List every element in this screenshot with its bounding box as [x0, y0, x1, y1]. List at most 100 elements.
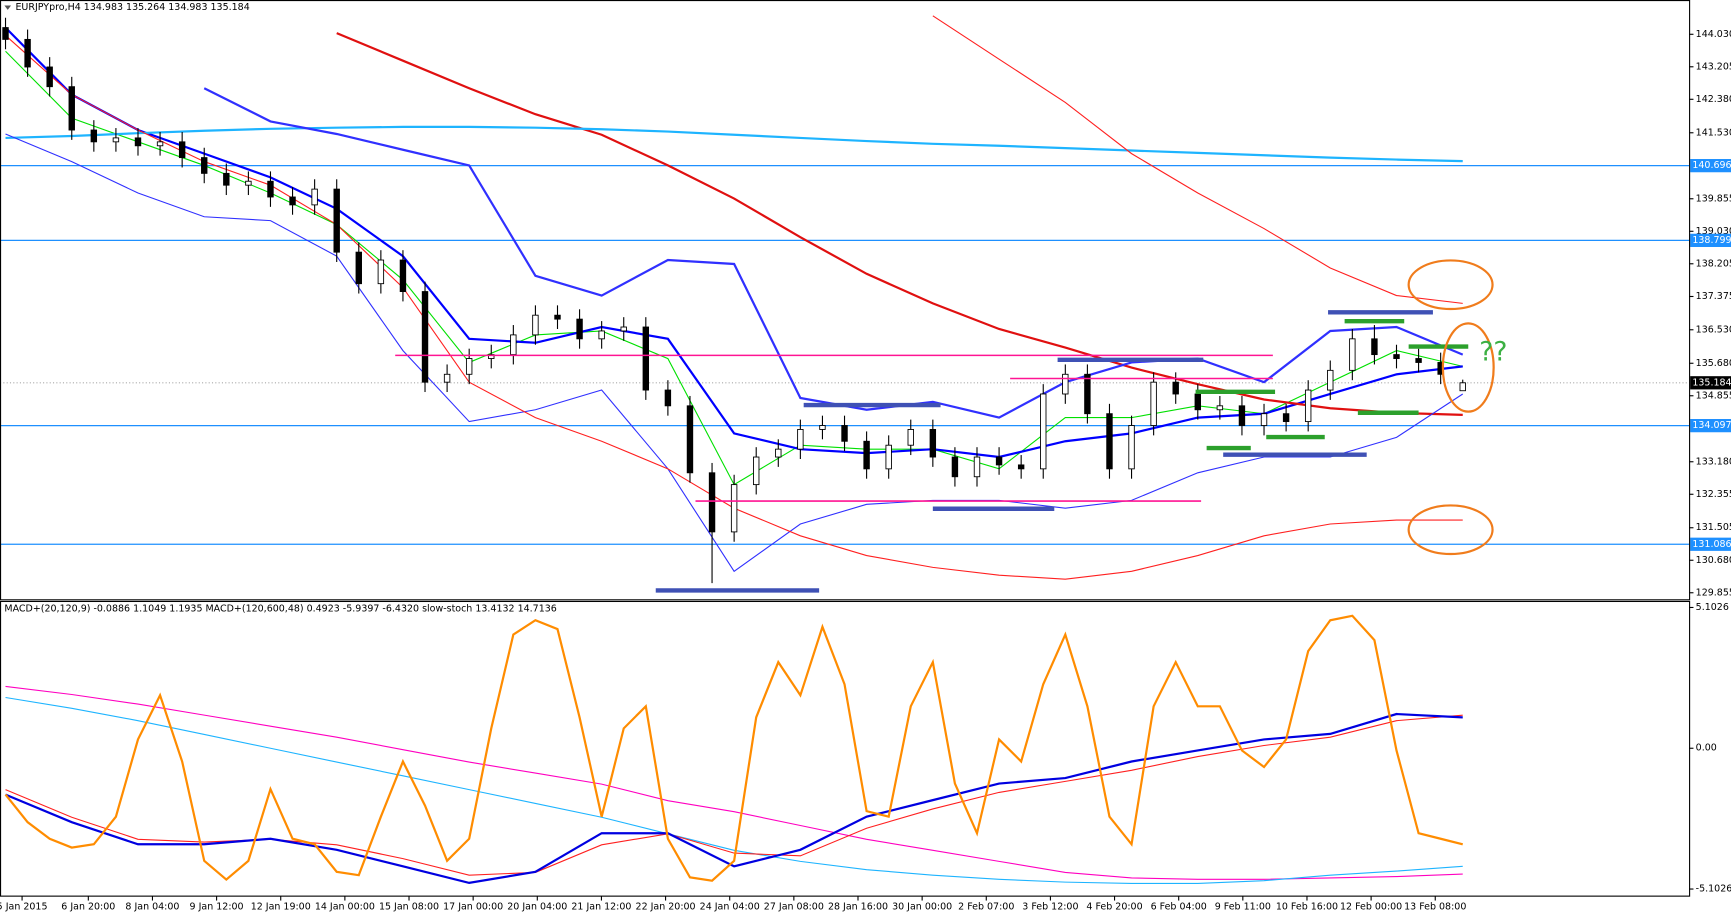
candle-body	[995, 456, 1003, 466]
candle-body	[1304, 389, 1312, 423]
y-tick-label: 132.355	[1696, 489, 1731, 500]
candle-body	[46, 66, 53, 88]
frames	[0, 0, 1691, 897]
candle-body	[885, 444, 892, 470]
candle-body	[68, 86, 75, 131]
candle-body	[1282, 413, 1290, 423]
candle-body	[620, 326, 627, 332]
candle-body	[797, 429, 804, 450]
indicator-line	[4, 614, 1464, 882]
x-tick-label: 14 Jan 00:00	[315, 902, 375, 913]
y-tick-label: 135.680	[1696, 358, 1731, 369]
indicator-line	[5, 712, 1463, 885]
candle-body	[223, 172, 230, 186]
candle-body	[1260, 413, 1268, 426]
candle-body	[510, 334, 517, 356]
candle-body	[1238, 405, 1246, 426]
level-label: 134.097	[1692, 420, 1731, 431]
indicator-panel	[4, 614, 1464, 885]
candle-body	[421, 291, 429, 383]
x-tick-label: 24 Jan 04:00	[700, 902, 760, 913]
indicator-header: MACD+(20,120,9) -0.0886 1.1049 1.1935 MA…	[4, 604, 556, 615]
y-tick-label: 129.855	[1696, 587, 1731, 598]
x-tick-label: 9 Feb 11:00	[1215, 902, 1271, 913]
candle-body	[1459, 382, 1466, 392]
candle-body	[1062, 373, 1069, 395]
price-header: EURJPYpro,H4 134.983 135.264 134.983 135…	[15, 2, 249, 13]
indicator-line	[5, 125, 1463, 163]
candle-body	[576, 318, 583, 340]
candle-body	[1017, 464, 1025, 470]
candle-body	[156, 141, 164, 147]
candle-body	[1415, 358, 1422, 363]
collapse-icon[interactable]	[4, 5, 12, 10]
y-tick-label: 5.1026	[1696, 602, 1729, 613]
level-tag	[1690, 233, 1731, 247]
blue-marks	[655, 310, 1433, 593]
candle-body	[1040, 393, 1047, 470]
level-tag	[1690, 159, 1731, 173]
x-tick-label: 12 Feb 00:00	[1340, 902, 1402, 913]
candle-body	[730, 484, 738, 533]
candle-body	[399, 259, 407, 292]
x-tick-label: 5 Jan 2015	[0, 902, 47, 913]
candle-body	[973, 456, 981, 478]
indicator-line	[932, 15, 1463, 304]
indicator-line	[5, 133, 1464, 573]
y-tick-label: -5.1026	[1696, 884, 1731, 895]
candle-body	[554, 314, 561, 320]
candle-body	[355, 251, 362, 285]
candle-body	[841, 425, 848, 442]
x-tick-label: 6 Feb 04:00	[1151, 902, 1207, 913]
x-tick-label: 2 Feb 07:00	[958, 902, 1014, 913]
x-tick-label: 6 Jan 20:00	[61, 902, 115, 913]
x-tick-label: 30 Jan 00:00	[892, 902, 952, 913]
x-tick-label: 27 Jan 08:00	[764, 902, 824, 913]
candle-body	[465, 358, 473, 375]
level-label: 131.086	[1692, 539, 1731, 550]
candle-body	[245, 180, 252, 186]
x-tick-label: 3 Feb 12:00	[1022, 902, 1078, 913]
candle-body	[863, 440, 870, 470]
candle-body	[686, 405, 694, 474]
circles	[1407, 259, 1495, 556]
x-tick-label: 12 Jan 19:00	[251, 902, 311, 913]
candle-body	[311, 188, 318, 206]
x-tick-label: 13 Feb 08:00	[1404, 902, 1466, 913]
x-tick-label: 10 Feb 16:00	[1276, 902, 1338, 913]
indicator-line	[5, 685, 1463, 880]
level-label: 140.696	[1692, 160, 1731, 171]
x-tick-label: 22 Jan 20:00	[636, 902, 696, 913]
last-price-label: 135.184	[1692, 377, 1731, 388]
x-tick-label: 20 Jan 04:00	[507, 902, 567, 913]
x-tick-label: 21 Jan 12:00	[571, 902, 631, 913]
level-tag	[1690, 537, 1731, 551]
candle-body	[598, 330, 605, 340]
candle-body	[1084, 373, 1091, 415]
x-tick-label: 4 Feb 20:00	[1086, 902, 1142, 913]
candle-body	[333, 188, 340, 253]
candle-body	[2, 27, 9, 40]
indicator-line	[5, 696, 1463, 884]
level-label: 138.799	[1692, 235, 1731, 246]
candle-body	[443, 373, 451, 383]
candle-body	[753, 456, 760, 486]
candle-body	[1393, 354, 1400, 359]
candle-body	[532, 314, 539, 336]
y-tick-label: 139.855	[1696, 193, 1731, 204]
y-tick-label: 133.180	[1696, 456, 1731, 467]
x-tick-label: 15 Jan 08:00	[379, 902, 439, 913]
candle-body	[377, 259, 385, 285]
level-tag	[1690, 419, 1731, 433]
green-marks	[1195, 318, 1469, 451]
indicator-line	[336, 32, 1463, 416]
candle-body	[1349, 338, 1356, 371]
candle-body	[1128, 425, 1135, 470]
drawings	[395, 259, 1495, 593]
candle-body	[267, 180, 274, 198]
annotation: ??	[1479, 337, 1507, 368]
y-tick-label: 0.00	[1696, 743, 1717, 754]
y-tick-label: 134.855	[1696, 390, 1731, 401]
